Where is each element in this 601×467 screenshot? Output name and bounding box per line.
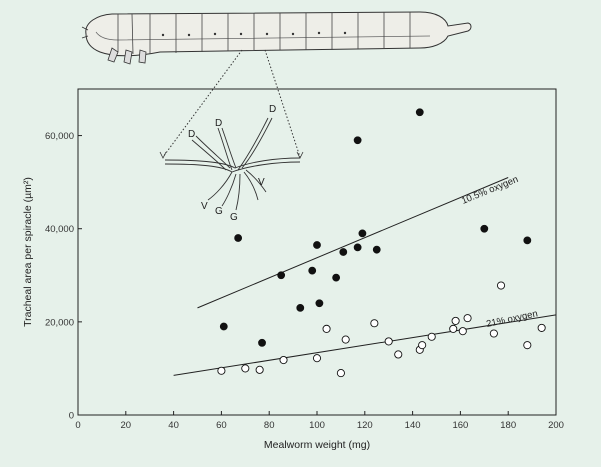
data-point-21-oxygen: [336, 369, 345, 378]
y-tick-label: 40,000: [45, 224, 74, 235]
inset-label: D: [188, 129, 195, 140]
data-point-21-oxygen: [537, 323, 546, 332]
x-tick-label: 200: [548, 420, 564, 431]
trachea-inset-labels: D D D V G G V: [188, 104, 276, 223]
data-point-10-5-oxygen: [358, 229, 367, 238]
data-point-10-5-oxygen: [339, 248, 348, 256]
trachea-inset: [164, 117, 301, 211]
data-point-21-oxygen: [370, 319, 379, 328]
x-tick-label: 60: [216, 420, 227, 431]
x-tick-label: 180: [500, 420, 516, 431]
data-point-10-5-oxygen: [308, 266, 317, 275]
x-tick-label: 0: [75, 420, 80, 431]
y-tick-label: 60,000: [45, 131, 74, 142]
data-point-21-oxygen: [255, 365, 264, 374]
data-point-21-oxygen: [341, 335, 350, 344]
inset-label: V: [201, 201, 208, 212]
y-axis: 0 20,000 40,000 60,000: [45, 131, 82, 422]
data-point-10-5-oxygen: [296, 303, 305, 312]
y-tick-label: 20,000: [45, 317, 74, 328]
series-label-21-oxygen: 21% oxygen: [485, 308, 538, 330]
data-point-10-5-oxygen: [277, 271, 286, 280]
series-label-10-5-oxygen: 10.5% oxygen: [460, 174, 520, 207]
data-point-10-5-oxygen: [353, 136, 362, 145]
trend-line-21-oxygen: [173, 314, 557, 376]
data-point-10-5-oxygen: [219, 322, 228, 331]
x-tick-label: 160: [452, 420, 468, 431]
data-point-21-oxygen: [322, 324, 331, 333]
data-point-10-5-oxygen: [315, 299, 324, 308]
trend-line-10-5-oxygen: [197, 177, 509, 309]
data-point-21-oxygen: [523, 341, 532, 350]
data-point-10-5-oxygen: [353, 243, 362, 252]
data-point-21-oxygen: [458, 327, 467, 336]
data-point-21-oxygen: [279, 355, 288, 365]
data-point-21-oxygen: [449, 324, 458, 333]
data-point-21-oxygen: [241, 364, 250, 373]
data-point-21-oxygen: [427, 332, 436, 341]
x-tick-label: 80: [264, 420, 275, 431]
inset-label: V: [258, 177, 265, 188]
x-axis-title: Mealworm weight (mg): [264, 439, 370, 451]
data-point-21-oxygen: [463, 314, 472, 323]
x-tick-label: 40: [168, 420, 179, 431]
data-point-10-5-oxygen: [480, 224, 489, 233]
y-tick-label: 0: [69, 411, 74, 422]
x-tick-label: 140: [405, 420, 421, 431]
data-point-21-oxygen: [394, 350, 403, 359]
data-point-10-5-oxygen: [415, 108, 424, 117]
x-tick-label: 120: [357, 420, 373, 431]
x-axis: 0 20 40 60 80 100 120 140 160 180 200: [75, 411, 564, 431]
inset-label: D: [215, 118, 222, 129]
x-tick-label: 20: [121, 420, 132, 431]
data-point-10-5-oxygen: [523, 236, 532, 245]
y-axis-title: Tracheal area per spiracle (µm²): [22, 177, 34, 327]
plot-frame: [77, 88, 557, 416]
data-point-10-5-oxygen: [234, 234, 243, 242]
data-point-10-5-oxygen: [332, 273, 341, 282]
data-point-10-5-oxygen: [372, 245, 381, 254]
data-point-21-oxygen: [451, 316, 460, 325]
trend-lines: [173, 177, 557, 376]
data-point-21-oxygen: [384, 337, 393, 346]
data-point-10-5-oxygen: [258, 338, 266, 347]
data-point-21-oxygen: [217, 366, 226, 375]
data-point-21-oxygen: [489, 329, 498, 338]
data-point-10-5-oxygen: [313, 241, 321, 249]
data-points: [217, 108, 546, 378]
inset-label: G: [215, 206, 223, 217]
data-point-21-oxygen: [496, 281, 506, 290]
inset-label: D: [269, 104, 276, 115]
data-point-21-oxygen: [418, 341, 427, 350]
data-point-21-oxygen: [312, 354, 322, 363]
x-tick-label: 100: [309, 420, 325, 431]
inset-label: G: [230, 212, 238, 223]
mealworm-illustration: [81, 11, 472, 159]
